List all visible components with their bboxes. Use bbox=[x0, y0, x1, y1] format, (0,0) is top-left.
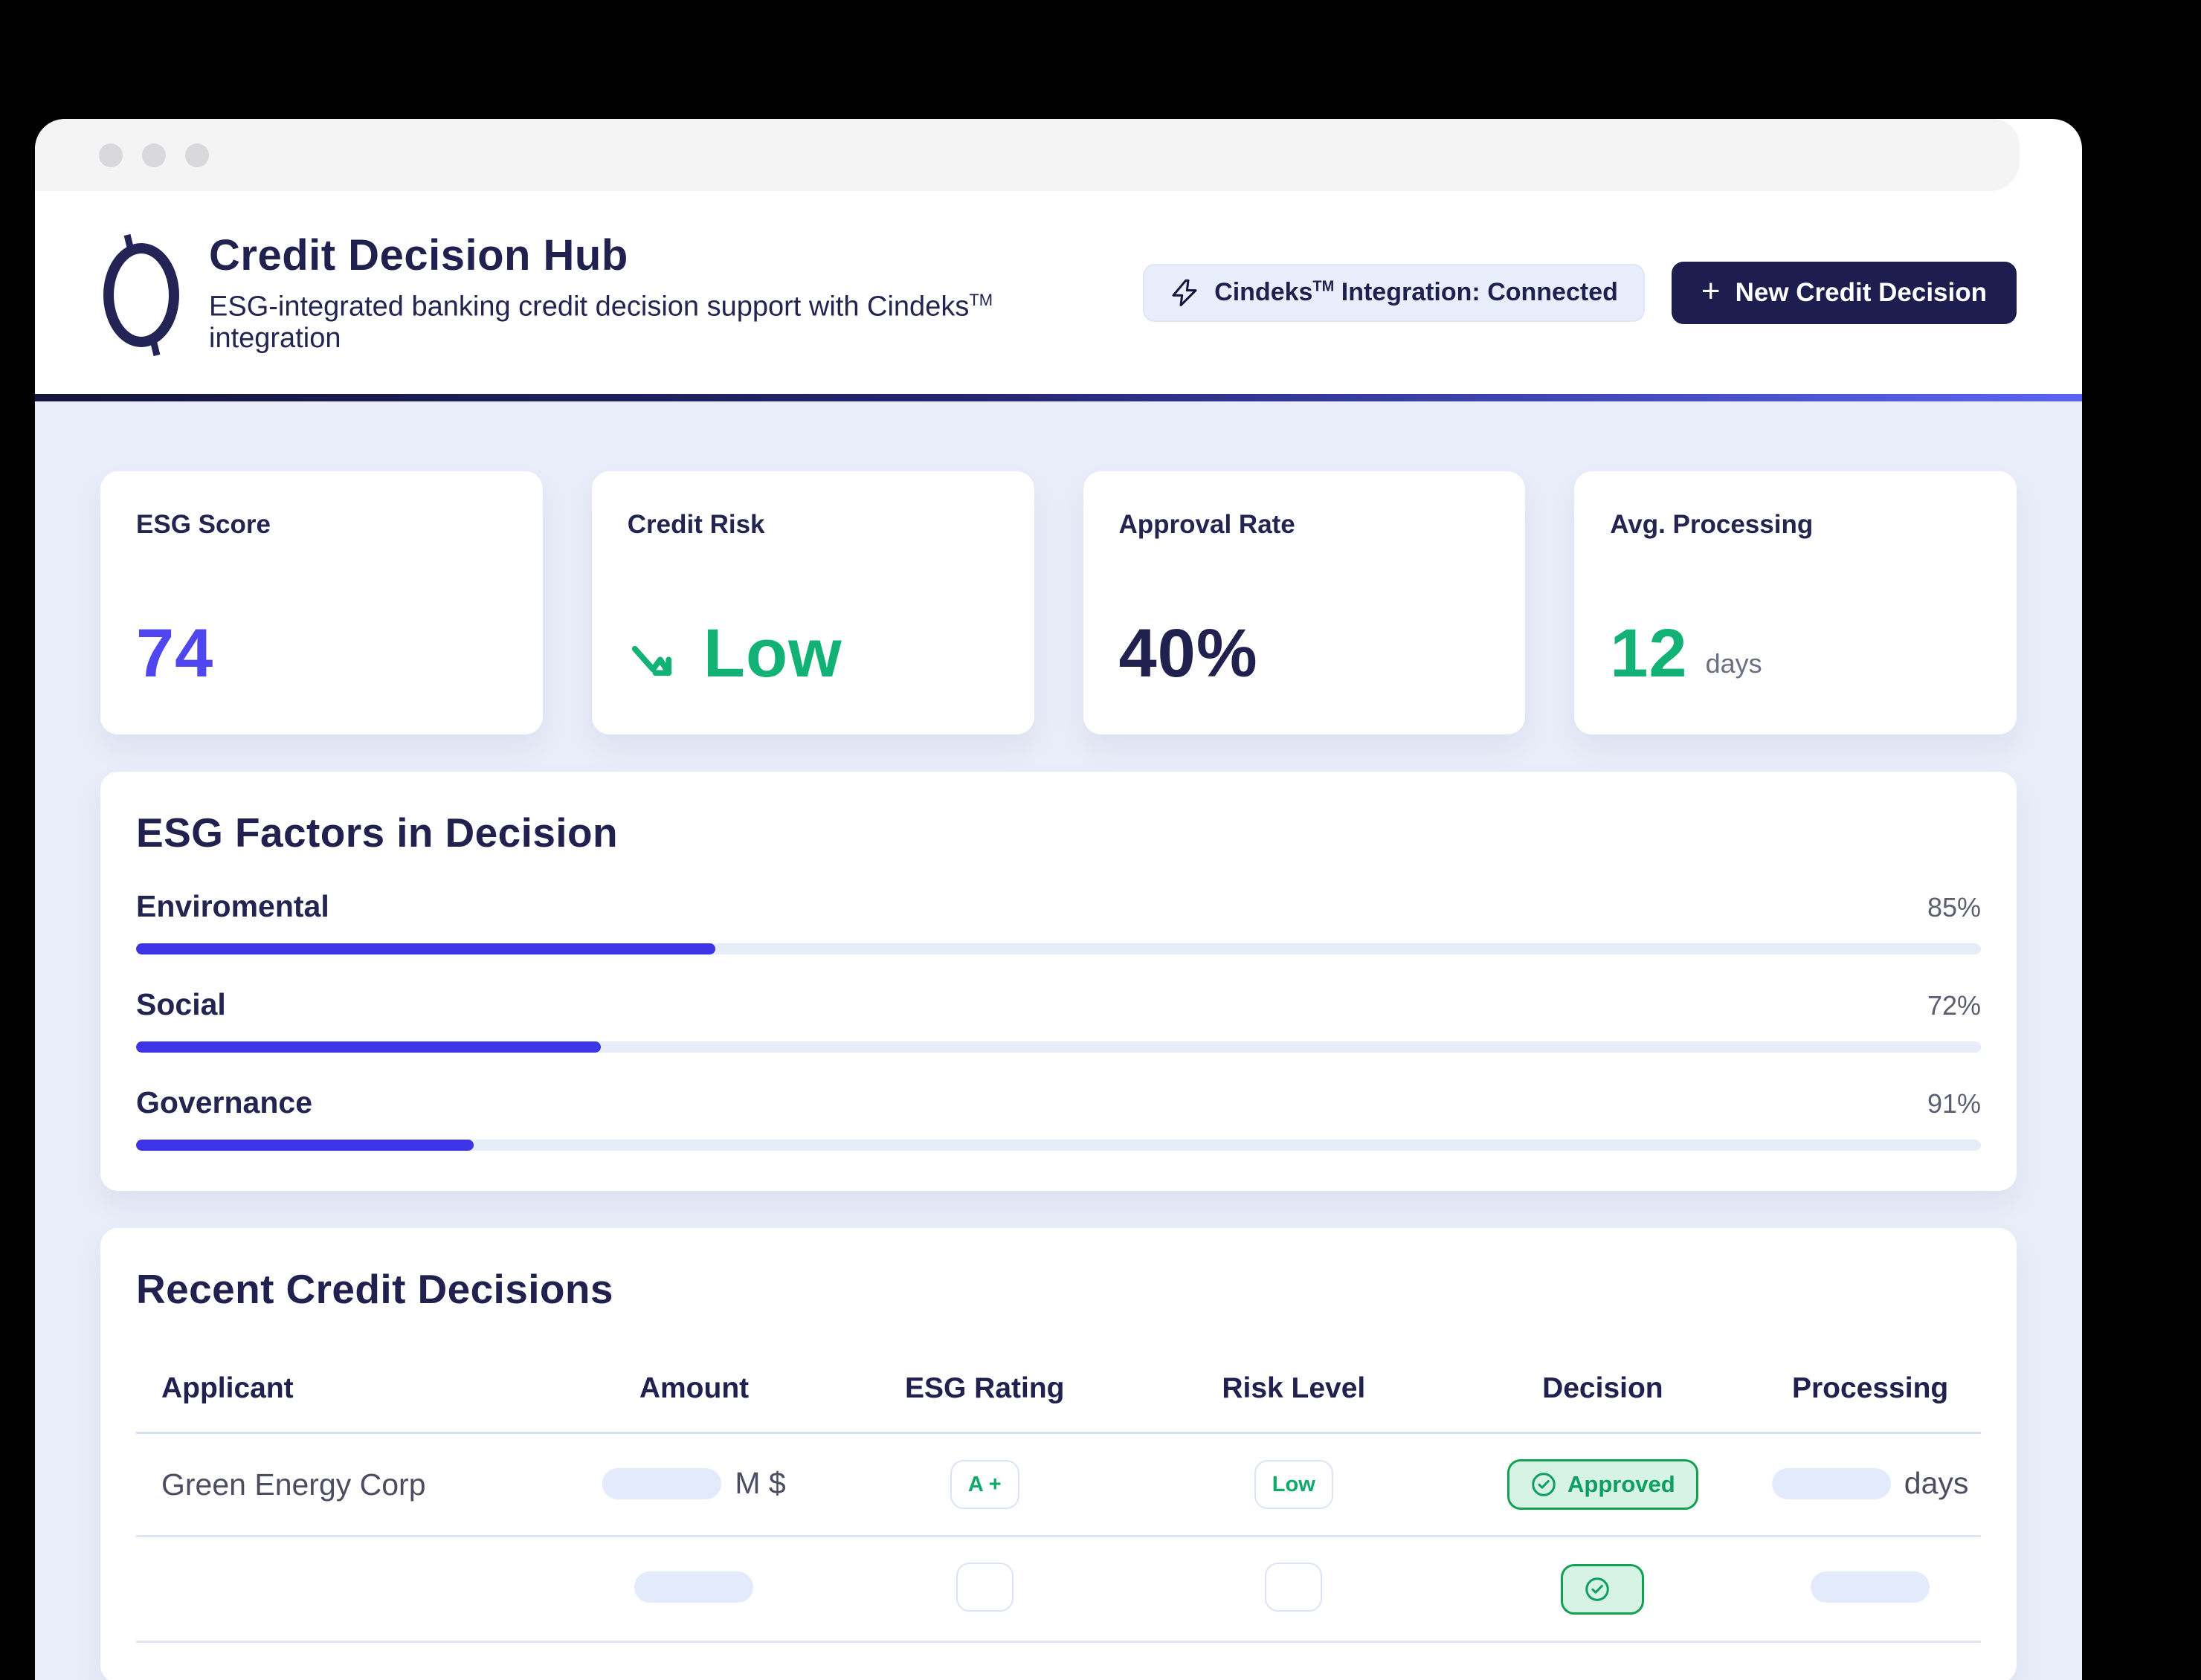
integration-status-text: CindeksTM Integration: Connected bbox=[1214, 278, 1618, 307]
amount-suffix: M $ bbox=[735, 1466, 785, 1501]
stat-card-approval-rate: Approval Rate 40% bbox=[1083, 471, 1526, 734]
window-titlebar bbox=[35, 119, 2020, 191]
factor-percent: 72% bbox=[1927, 990, 1981, 1021]
stat-value: 40% bbox=[1119, 615, 1258, 693]
processing-cell: days bbox=[1772, 1466, 1969, 1501]
stat-label: Credit Risk bbox=[628, 510, 999, 540]
column-header-esg-rating: ESG Rating bbox=[828, 1360, 1141, 1432]
risk-level-badge bbox=[1265, 1563, 1322, 1612]
stat-card-credit-risk: Credit Risk Low bbox=[592, 471, 1034, 734]
progress-bar-fill bbox=[136, 1041, 601, 1053]
decision-badge-approved bbox=[1561, 1564, 1644, 1615]
stat-label: ESG Score bbox=[136, 510, 507, 540]
progress-bar bbox=[136, 943, 1981, 954]
amount-skeleton bbox=[634, 1571, 753, 1603]
progress-bar-fill bbox=[136, 1140, 474, 1151]
stat-unit: days bbox=[1706, 648, 1762, 679]
app-window: Credit Decision Hub ESG-integrated banki… bbox=[35, 119, 2082, 1680]
factor-percent: 91% bbox=[1927, 1088, 1981, 1120]
plus-icon: + bbox=[1701, 275, 1721, 308]
stat-value: Low bbox=[703, 615, 842, 693]
progress-bar bbox=[136, 1140, 1981, 1151]
amount-cell bbox=[634, 1571, 753, 1603]
stat-value: 12 bbox=[1610, 615, 1687, 693]
column-header-processing: Processing bbox=[1759, 1360, 1981, 1432]
stat-label: Approval Rate bbox=[1119, 510, 1490, 540]
recent-decisions-title: Recent Credit Decisions bbox=[136, 1265, 1981, 1313]
header-accent-divider bbox=[35, 394, 2082, 401]
factor-label: Social bbox=[136, 987, 226, 1022]
risk-level-badge: Low bbox=[1254, 1460, 1333, 1509]
column-header-decision: Decision bbox=[1446, 1360, 1759, 1432]
app-header: Credit Decision Hub ESG-integrated banki… bbox=[35, 191, 2082, 394]
table-row[interactable] bbox=[136, 1537, 1981, 1643]
factor-row-governance: Governance 91% bbox=[136, 1085, 1981, 1151]
check-circle-icon bbox=[1584, 1576, 1611, 1603]
column-header-risk-level: Risk Level bbox=[1141, 1360, 1446, 1432]
page-title: Credit Decision Hub bbox=[209, 230, 1089, 280]
esg-factors-panel: ESG Factors in Decision Enviromental 85%… bbox=[100, 772, 2017, 1191]
window-control-dot[interactable] bbox=[99, 143, 123, 167]
table-row[interactable]: Green Energy Corp M $ A + Low bbox=[136, 1434, 1981, 1537]
zap-icon bbox=[1170, 277, 1199, 309]
trending-down-icon bbox=[628, 632, 686, 690]
processing-cell bbox=[1811, 1571, 1930, 1603]
stat-cards-row: ESG Score 74 Credit Risk Low bbox=[100, 471, 2017, 734]
factor-label: Governance bbox=[136, 1085, 312, 1120]
stat-card-esg-score: ESG Score 74 bbox=[100, 471, 543, 734]
progress-bar-fill bbox=[136, 943, 715, 954]
processing-skeleton bbox=[1811, 1571, 1930, 1603]
amount-cell: M $ bbox=[602, 1466, 785, 1501]
factor-label: Enviromental bbox=[136, 889, 329, 924]
brand-logo-icon bbox=[100, 232, 182, 358]
column-header-amount: Amount bbox=[561, 1360, 828, 1432]
factor-percent: 85% bbox=[1927, 892, 1981, 923]
esg-rating-badge bbox=[956, 1563, 1014, 1612]
stat-value: 74 bbox=[136, 615, 213, 693]
column-header-applicant: Applicant bbox=[136, 1360, 561, 1432]
window-control-dot[interactable] bbox=[185, 143, 209, 167]
decision-badge-approved: Approved bbox=[1507, 1459, 1698, 1510]
table-header-row: Applicant Amount ESG Rating Risk Level D… bbox=[136, 1360, 1981, 1434]
check-circle-icon bbox=[1530, 1471, 1557, 1498]
recent-decisions-panel: Recent Credit Decisions Applicant Amount… bbox=[100, 1228, 2017, 1680]
factor-row-environmental: Enviromental 85% bbox=[136, 889, 1981, 954]
amount-skeleton bbox=[602, 1468, 721, 1499]
processing-suffix: days bbox=[1904, 1466, 1969, 1501]
processing-skeleton bbox=[1772, 1468, 1891, 1499]
stat-card-avg-processing: Avg. Processing 12 days bbox=[1574, 471, 2017, 734]
stat-label: Avg. Processing bbox=[1610, 510, 1981, 540]
applicant-name: Green Energy Corp bbox=[136, 1467, 561, 1502]
new-credit-decision-button[interactable]: + New Credit Decision bbox=[1672, 262, 2017, 324]
page-subtitle: ESG-integrated banking credit decision s… bbox=[209, 291, 1089, 355]
factor-row-social: Social 72% bbox=[136, 987, 1981, 1053]
progress-bar bbox=[136, 1041, 1981, 1053]
dashboard-content: ESG Score 74 Credit Risk Low bbox=[35, 401, 2082, 1680]
screen-background: Credit Decision Hub ESG-integrated banki… bbox=[0, 0, 2201, 1606]
credit-decisions-table: Applicant Amount ESG Rating Risk Level D… bbox=[136, 1360, 1981, 1643]
esg-factors-title: ESG Factors in Decision bbox=[136, 809, 1981, 856]
esg-rating-badge: A + bbox=[950, 1460, 1019, 1509]
integration-status-badge[interactable]: CindeksTM Integration: Connected bbox=[1143, 264, 1645, 322]
window-control-dot[interactable] bbox=[142, 143, 166, 167]
